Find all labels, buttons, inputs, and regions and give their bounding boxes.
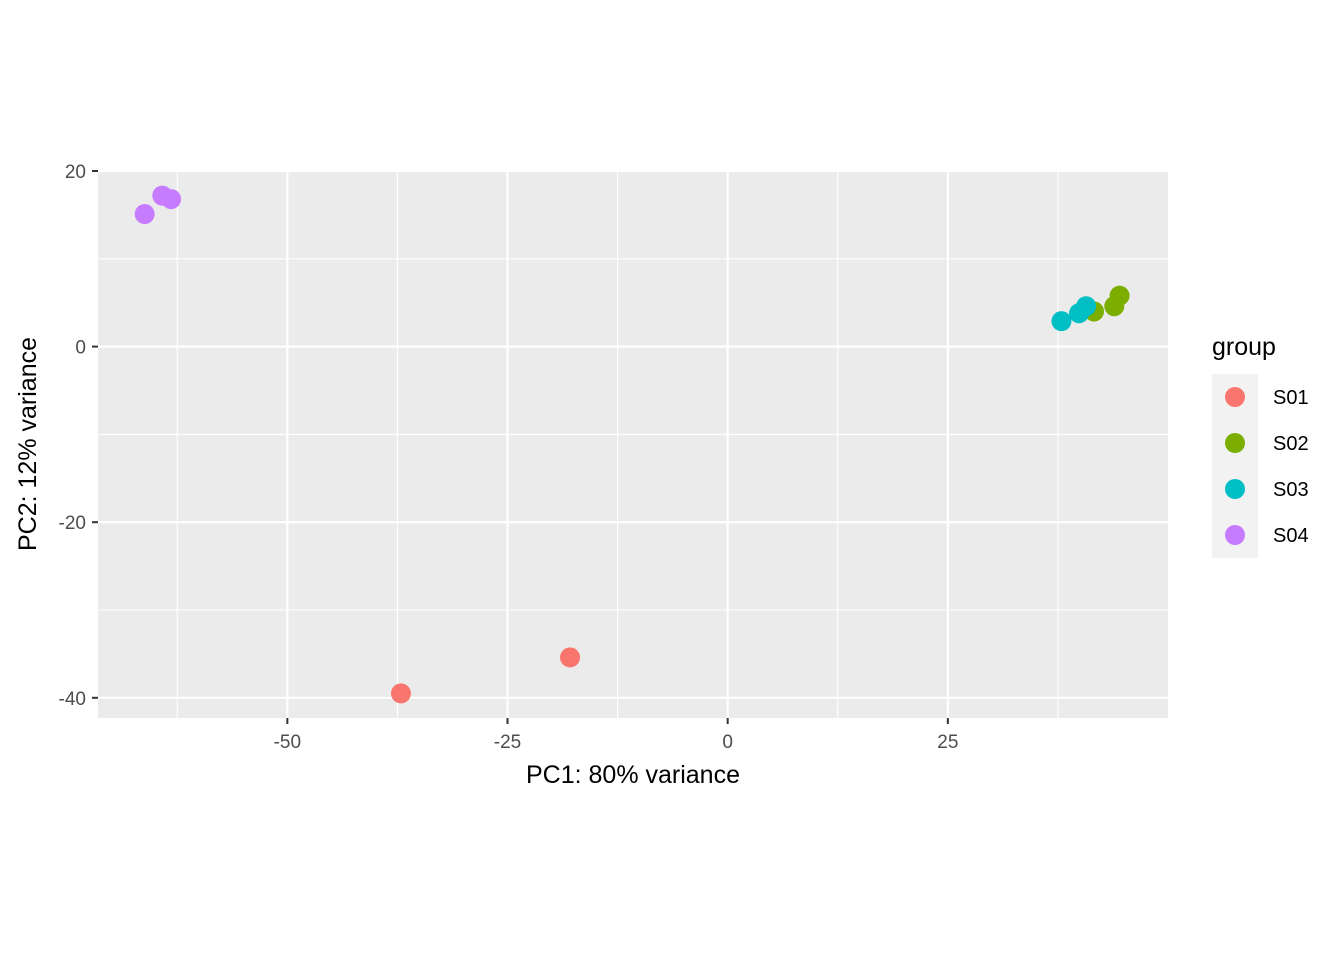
y-tick-label: 20 bbox=[65, 162, 86, 183]
point-s02 bbox=[1109, 285, 1130, 306]
legend-label-s03: S03 bbox=[1273, 479, 1309, 501]
legend-key-s01 bbox=[1225, 387, 1245, 407]
point-s03 bbox=[1051, 311, 1072, 332]
legend-key-s04 bbox=[1225, 525, 1245, 545]
y-tick-label: -40 bbox=[59, 689, 86, 710]
legend-label-s02: S02 bbox=[1273, 433, 1309, 455]
x-tick-label: 25 bbox=[937, 732, 958, 753]
y-tick-label: 0 bbox=[75, 338, 86, 359]
point-s01 bbox=[560, 647, 581, 668]
point-s04 bbox=[161, 189, 182, 210]
legend: group S01 S02 S03 S04 bbox=[1212, 333, 1309, 558]
major-gridlines bbox=[98, 169, 1168, 718]
x-tick-label: -25 bbox=[494, 732, 521, 753]
y-axis: -40 -20 0 20 bbox=[59, 162, 98, 710]
legend-label-s04: S04 bbox=[1273, 525, 1309, 547]
y-axis-title: PC2: 12% variance bbox=[14, 337, 42, 551]
legend-title: group bbox=[1212, 333, 1276, 361]
data-points bbox=[134, 185, 1130, 704]
point-s04 bbox=[134, 204, 155, 225]
x-axis: -50 -25 0 25 bbox=[274, 718, 958, 753]
minor-gridlines bbox=[98, 171, 1168, 718]
x-tick-label: -50 bbox=[274, 732, 301, 753]
point-s03 bbox=[1076, 296, 1097, 317]
point-s01 bbox=[390, 683, 411, 704]
plot-panel bbox=[98, 171, 1168, 718]
y-tick-label: -20 bbox=[59, 513, 86, 534]
legend-key-s02 bbox=[1225, 433, 1245, 453]
legend-label-s01: S01 bbox=[1273, 387, 1309, 409]
x-axis-title: PC1: 80% variance bbox=[526, 761, 740, 789]
legend-key-s03 bbox=[1225, 479, 1245, 499]
x-tick-label: 0 bbox=[722, 732, 733, 753]
